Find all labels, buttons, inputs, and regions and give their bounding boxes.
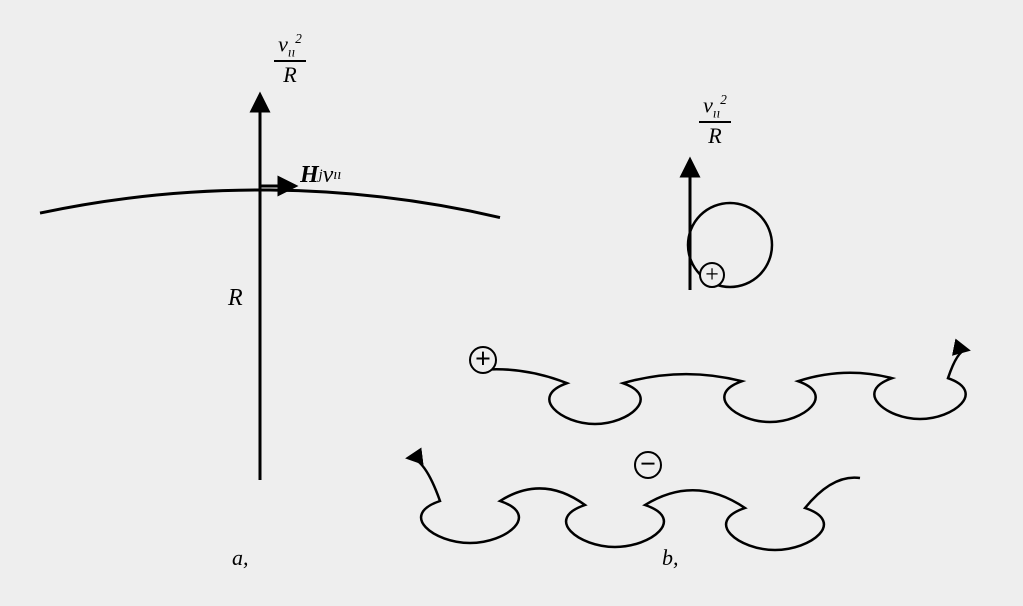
fraction-numerator: vıı2 xyxy=(274,32,306,63)
panel-b-centrifugal-label: vıı2R xyxy=(680,85,750,155)
panel-b-positive-sign: + xyxy=(475,344,491,375)
panel-a-centrifugal-label: vıı2R xyxy=(255,24,325,94)
panel-b-caption: b, xyxy=(662,545,679,570)
fraction-denominator: R xyxy=(274,62,306,86)
panel-b-gyration-sign: + xyxy=(705,262,719,288)
panel-a-tangent-label: Hjvıı xyxy=(300,162,390,198)
panel-b-negative-sign: − xyxy=(640,449,656,480)
panel-a-caption: a, xyxy=(232,545,249,570)
panel-a-radius-label: R xyxy=(227,285,243,311)
fraction-numerator: vıı2 xyxy=(699,93,731,124)
fraction-denominator: R xyxy=(699,123,731,147)
